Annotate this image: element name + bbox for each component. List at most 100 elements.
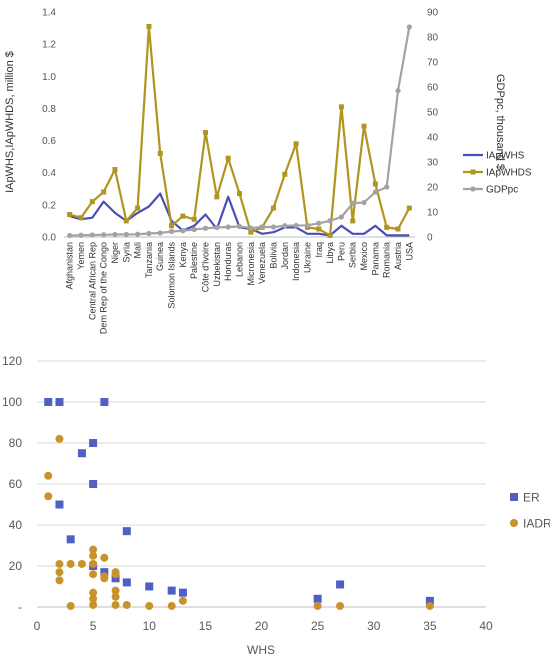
iapwhds-legend-marker: [470, 169, 476, 175]
x-tick-label: USA: [404, 242, 414, 261]
iadr-point: [66, 559, 75, 568]
right-tick-label: 10: [427, 208, 439, 219]
er-point: [122, 578, 131, 587]
iapwhds-marker: [78, 215, 84, 221]
left-tick-label: 1.2: [42, 40, 56, 51]
right-tick-label: 90: [427, 8, 439, 19]
er-point: [44, 398, 53, 406]
iapwhds-marker: [361, 123, 367, 129]
x-tick-label: Honduras: [223, 242, 233, 282]
line-chart-right-axis-title: GDPpc, thousand $: [494, 74, 506, 170]
x-tick-label: Dem Rep of the Congo: [99, 242, 109, 334]
iapwhds-marker: [123, 218, 129, 224]
x-tick-label: 40: [479, 619, 493, 633]
iadr-point: [111, 592, 120, 601]
x-tick-label: Romania: [382, 242, 392, 278]
x-tick-label: Côte d'Ivoire: [201, 242, 211, 292]
left-tick-label: 0.4: [42, 168, 56, 179]
right-tick-label: 20: [427, 183, 439, 194]
gdppc-marker: [316, 220, 322, 226]
x-tick-label: 25: [311, 619, 325, 633]
x-tick-label: Uzbekistan: [212, 242, 222, 287]
x-tick-label: 10: [143, 619, 157, 633]
iadr-point: [89, 600, 98, 609]
x-tick-label: Solomon Islands: [167, 242, 177, 309]
iadr-point: [66, 601, 75, 610]
iapwhds-marker: [338, 104, 344, 110]
iapwhds-marker: [316, 226, 322, 232]
iapwhds-marker: [384, 224, 390, 230]
y-tick-label: 60: [9, 477, 23, 491]
iapwhds-marker: [101, 189, 107, 195]
x-tick-label: Niger: [110, 242, 120, 264]
gdppc-marker: [146, 230, 152, 237]
er-point: [55, 398, 64, 406]
x-tick-label: Ukraine: [302, 242, 312, 273]
iadr-point: [122, 600, 131, 609]
gdppc-marker: [180, 228, 186, 234]
x-tick-label: Yemen: [76, 242, 86, 270]
right-tick-label: 30: [427, 158, 439, 169]
gdppc-marker: [168, 228, 175, 235]
iapwhds-line: [69, 25, 411, 237]
left-tick-label: 1.0: [42, 72, 56, 83]
iapwhds-marker: [350, 218, 356, 224]
iadr-point: [100, 574, 109, 583]
right-tick-label: 0: [427, 233, 433, 244]
scatter-chart-points: [44, 398, 434, 610]
x-tick-label: 30: [367, 619, 381, 633]
gdppc-marker: [395, 88, 401, 94]
er-point: [89, 480, 98, 488]
x-tick-label: Indonesia: [291, 242, 301, 281]
er-legend-marker: [510, 493, 518, 501]
iapwhds-marker: [180, 213, 186, 219]
gdppc-marker: [338, 214, 345, 220]
x-tick-label: Central African Rep: [87, 242, 97, 320]
right-tick-label: 80: [427, 33, 439, 44]
x-tick-label: Panama: [370, 242, 380, 276]
x-tick-label: Iraq: [314, 242, 324, 258]
x-tick-label: 0: [34, 619, 41, 633]
iadr-point: [55, 559, 64, 568]
iapwhs-legend-label: IApWHS: [486, 151, 525, 162]
iadr-point: [89, 545, 98, 554]
line-chart-left-tick-labels: 0.0 0.2 0.4 0.6 0.8 1.0 1.2 1.4: [42, 8, 56, 244]
er-legend-label: ER: [523, 491, 540, 505]
iapwhds-marker: [157, 150, 163, 156]
iadr-point: [336, 601, 345, 610]
gdppc-marker: [134, 231, 141, 237]
gdppc-marker: [78, 232, 84, 238]
er-point: [89, 439, 98, 447]
er-point: [77, 449, 86, 458]
line-chart-legend: IApWHS IApWHDS GDPpc: [463, 151, 532, 196]
gdppc-marker: [384, 184, 390, 190]
gdppc-marker: [259, 224, 265, 230]
er-point: [145, 582, 154, 591]
iapwhds-marker: [89, 199, 95, 205]
er-point: [178, 588, 187, 597]
left-tick-label: 0.6: [42, 136, 56, 147]
gdppc-marker: [236, 223, 243, 230]
gdppc-marker: [406, 24, 412, 30]
iapwhds-marker: [395, 226, 401, 232]
x-tick-label: Lebanon: [235, 242, 245, 277]
right-tick-label: 70: [427, 58, 439, 69]
scatter-chart-y-tick-labels: - 20 40 60 80 100 120: [2, 354, 22, 614]
gdppc-marker: [101, 232, 107, 238]
gdppc-marker: [270, 224, 277, 230]
scatter-chart-x-tick-labels: 0 5 10 15 20 25 30 35 40: [34, 619, 493, 633]
iadr-point: [55, 568, 64, 577]
gdppc-marker: [350, 200, 356, 206]
right-tick-label: 40: [427, 133, 439, 144]
x-tick-label: Venezuela: [257, 242, 267, 284]
iadr-point: [111, 586, 120, 595]
iadr-point: [89, 594, 98, 603]
x-tick-label: Guinea: [155, 242, 165, 271]
gdppc-marker: [293, 222, 299, 229]
scatter-chart-x-axis-title: WHS: [247, 643, 275, 657]
x-tick-label: 15: [199, 619, 213, 633]
gdppc-marker: [304, 222, 311, 228]
er-point: [425, 596, 434, 605]
gdppc-legend-label: GDPpc: [486, 185, 518, 196]
x-tick-label: Peru: [336, 242, 346, 261]
